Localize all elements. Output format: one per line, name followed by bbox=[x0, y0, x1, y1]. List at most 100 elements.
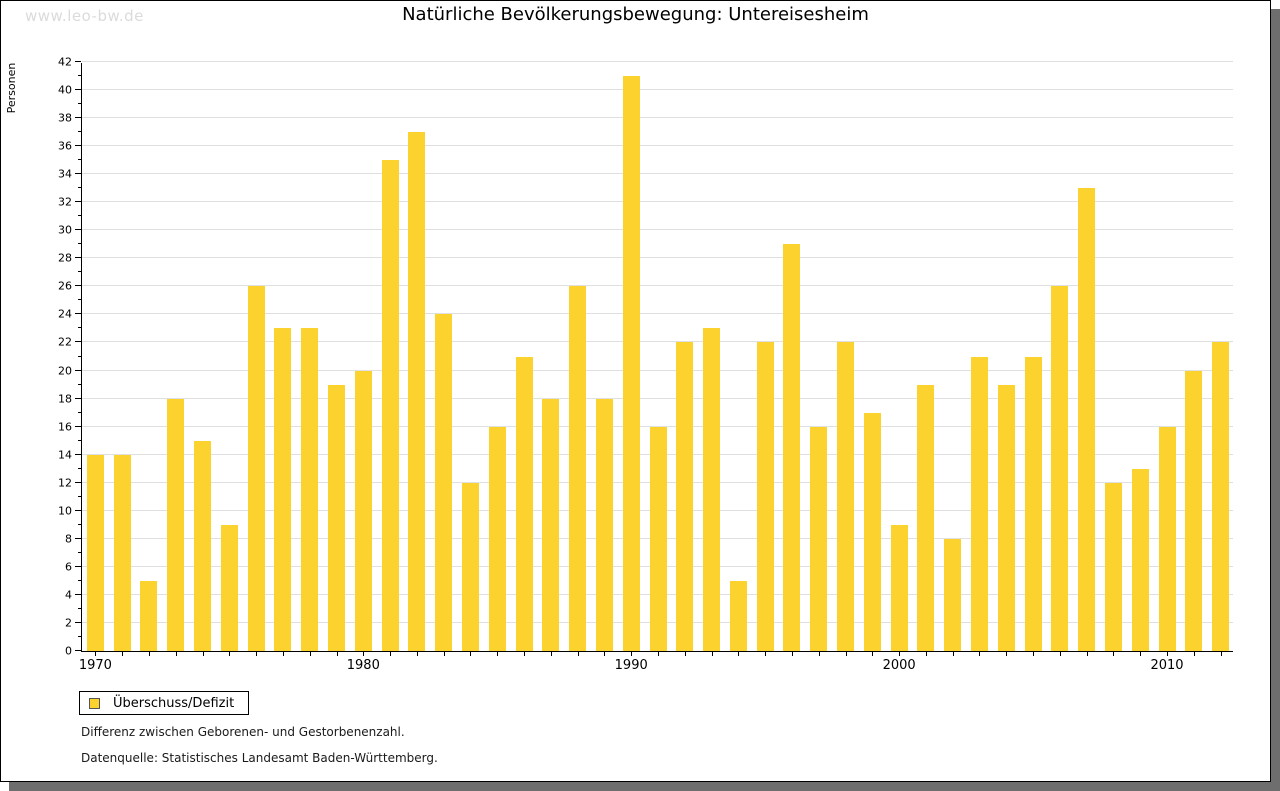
y-tick-15 bbox=[78, 439, 81, 441]
bar-2004 bbox=[997, 384, 1015, 651]
legend-label: Überschuss/Defizit bbox=[113, 695, 235, 711]
y-tick-22 bbox=[75, 341, 81, 343]
footnote-source: Datenquelle: Statistisches Landesamt Bad… bbox=[81, 751, 438, 765]
y-tick-16 bbox=[75, 425, 81, 427]
y-tick-12 bbox=[75, 481, 81, 483]
y-tick-19 bbox=[78, 383, 81, 385]
x-tick-1982 bbox=[416, 652, 418, 656]
bar-1989 bbox=[595, 398, 613, 651]
y-tick-label-20: 20 bbox=[58, 364, 72, 378]
y-tick-label-30: 30 bbox=[58, 223, 72, 237]
y-tick-1 bbox=[78, 635, 81, 637]
x-tick-label-2000: 2000 bbox=[882, 658, 916, 673]
y-tick-label-42: 42 bbox=[58, 55, 72, 69]
y-tick-11 bbox=[78, 495, 81, 497]
bar-1981 bbox=[381, 160, 399, 651]
bar-1977 bbox=[274, 328, 292, 651]
bar-2000 bbox=[890, 524, 908, 651]
y-tick-4 bbox=[75, 593, 81, 595]
gridline-32 bbox=[82, 201, 1233, 203]
y-tick-30 bbox=[75, 229, 81, 231]
bar-1985 bbox=[488, 426, 506, 651]
bar-1996 bbox=[783, 244, 801, 651]
y-tick-2 bbox=[75, 621, 81, 623]
y-tick-label-22: 22 bbox=[58, 335, 72, 349]
x-tick-1986 bbox=[524, 652, 526, 656]
watermark: www.leo-bw.de bbox=[25, 7, 144, 25]
bar-1973 bbox=[167, 398, 185, 651]
y-tick-27 bbox=[78, 271, 81, 273]
x-tick-2012 bbox=[1220, 652, 1222, 656]
y-tick-label-2: 2 bbox=[65, 616, 72, 630]
bar-2003 bbox=[970, 356, 988, 651]
x-tick-1970 bbox=[95, 652, 97, 656]
bar-1987 bbox=[542, 398, 560, 651]
bar-2009 bbox=[1131, 468, 1149, 651]
y-tick-32 bbox=[75, 201, 81, 203]
y-tick-14 bbox=[75, 453, 81, 455]
bar-1999 bbox=[863, 412, 881, 651]
y-tick-0 bbox=[75, 650, 81, 651]
gridline-22 bbox=[82, 341, 1233, 343]
y-tick-18 bbox=[75, 397, 81, 399]
x-tick-1972 bbox=[148, 652, 150, 656]
bar-2011 bbox=[1185, 370, 1203, 651]
x-tick-1974 bbox=[202, 652, 204, 656]
x-tick-label-1980: 1980 bbox=[346, 658, 380, 673]
y-tick-28 bbox=[75, 257, 81, 259]
y-tick-35 bbox=[78, 159, 81, 161]
y-tick-label-32: 32 bbox=[58, 195, 72, 209]
gridline-20 bbox=[82, 369, 1233, 371]
x-tick-1990 bbox=[631, 652, 633, 656]
y-tick-label-40: 40 bbox=[58, 83, 72, 97]
bar-1993 bbox=[703, 328, 721, 651]
y-tick-36 bbox=[75, 145, 81, 147]
bar-1979 bbox=[328, 384, 345, 651]
footnote-definition: Differenz zwischen Geborenen- und Gestor… bbox=[81, 725, 405, 739]
bar-1972 bbox=[140, 580, 158, 651]
bar-1975 bbox=[220, 524, 238, 651]
gridline-38 bbox=[82, 117, 1233, 119]
y-tick-20 bbox=[75, 369, 81, 371]
bar-1974 bbox=[194, 440, 212, 651]
x-tick-2005 bbox=[1033, 652, 1035, 656]
y-tick-label-10: 10 bbox=[58, 504, 72, 518]
legend: Überschuss/Defizit bbox=[79, 691, 250, 715]
y-tick-42 bbox=[75, 61, 81, 62]
x-tick-1975 bbox=[229, 652, 231, 656]
y-tick-31 bbox=[78, 215, 81, 217]
y-tick-8 bbox=[75, 537, 81, 539]
bar-2005 bbox=[1024, 356, 1042, 651]
y-tick-23 bbox=[78, 327, 81, 329]
x-tick-2001 bbox=[925, 652, 927, 656]
y-tick-26 bbox=[75, 285, 81, 287]
gridline-30 bbox=[82, 229, 1233, 231]
y-tick-17 bbox=[78, 411, 81, 413]
y-tick-label-28: 28 bbox=[58, 251, 72, 265]
bar-1976 bbox=[247, 286, 265, 651]
bar-1988 bbox=[569, 286, 587, 651]
bar-1986 bbox=[515, 356, 533, 651]
y-tick-label-0: 0 bbox=[65, 644, 72, 658]
x-tick-1973 bbox=[175, 652, 177, 656]
gridline-36 bbox=[82, 145, 1233, 147]
x-tick-1983 bbox=[443, 652, 445, 656]
y-tick-label-38: 38 bbox=[58, 111, 72, 125]
y-tick-34 bbox=[75, 173, 81, 175]
gridline-42 bbox=[82, 61, 1233, 62]
x-tick-2002 bbox=[952, 652, 954, 656]
x-tick-label-1990: 1990 bbox=[614, 658, 648, 673]
y-tick-38 bbox=[75, 117, 81, 119]
y-tick-label-18: 18 bbox=[58, 392, 72, 406]
y-tick-21 bbox=[78, 355, 81, 357]
x-tick-2000 bbox=[899, 652, 901, 656]
bar-2012 bbox=[1212, 342, 1230, 651]
y-tick-40 bbox=[75, 89, 81, 91]
y-tick-label-12: 12 bbox=[58, 476, 72, 490]
y-tick-label-14: 14 bbox=[58, 448, 72, 462]
x-tick-1979 bbox=[336, 652, 338, 656]
y-tick-33 bbox=[78, 187, 81, 189]
bar-2010 bbox=[1158, 426, 1176, 651]
gridline-18 bbox=[82, 397, 1233, 399]
x-tick-2010 bbox=[1167, 652, 1169, 656]
